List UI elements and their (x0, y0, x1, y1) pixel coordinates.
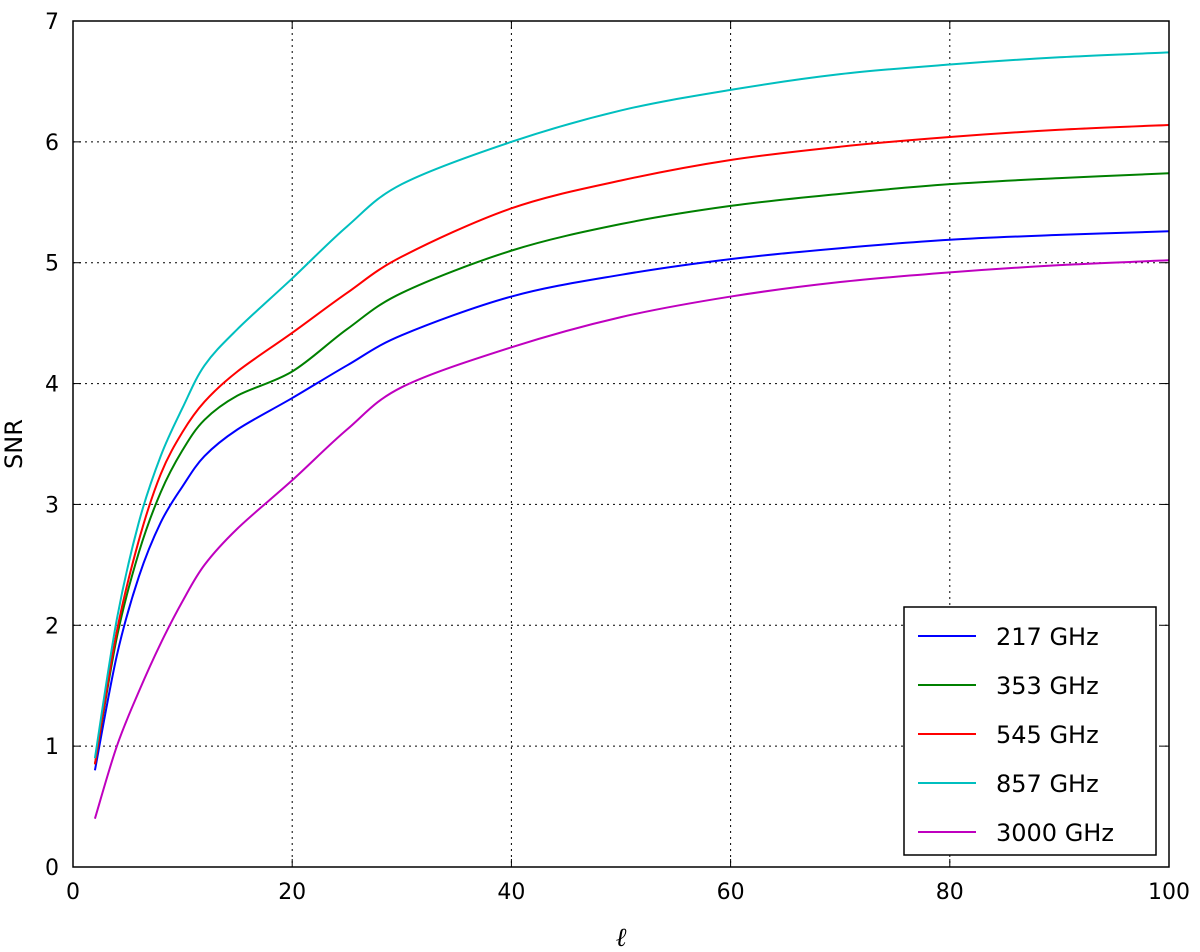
x-tick-label: 100 (1148, 880, 1190, 905)
y-tick-label: 0 (45, 856, 59, 881)
series-line-353-ghz (93, 172, 1170, 765)
legend-label: 857 GHz (996, 770, 1099, 798)
legend-label: 353 GHz (996, 672, 1099, 700)
x-tick-label: 60 (717, 880, 745, 905)
y-tick-label: 4 (45, 373, 59, 398)
plot-frame (72, 20, 1170, 868)
x-tick-label: 20 (278, 880, 306, 905)
y-tick-label: 2 (45, 614, 59, 639)
series-line-545-ghz (93, 123, 1170, 765)
x-axis-title: ℓ (616, 923, 627, 952)
series-line-3000-ghz (93, 259, 1170, 819)
y-tick-label: 1 (45, 735, 59, 760)
series-line-857-ghz (93, 51, 1170, 759)
x-tick-label: 80 (936, 880, 964, 905)
legend: 217 GHz 353 GHz 545 GHz 857 GHz 3000 GHz (903, 606, 1157, 856)
y-tick-label: 7 (45, 10, 59, 35)
legend-label: 3000 GHz (996, 819, 1114, 847)
series-layer (93, 51, 1170, 819)
y-tick-label: 6 (45, 131, 59, 156)
legend-label: 545 GHz (996, 721, 1099, 749)
legend-label: 217 GHz (996, 623, 1099, 651)
y-tick-label: 3 (45, 493, 59, 518)
x-tick-label: 40 (497, 880, 525, 905)
y-tick-label: 5 (45, 252, 59, 277)
tick-layer: 0 20 40 60 80 100 0 1 2 3 4 5 6 7 (45, 10, 1190, 905)
series-line-217-ghz (93, 230, 1170, 771)
x-tick-label: 0 (66, 880, 80, 905)
legend-box (903, 606, 1157, 856)
y-axis-title: SNR (0, 419, 28, 469)
